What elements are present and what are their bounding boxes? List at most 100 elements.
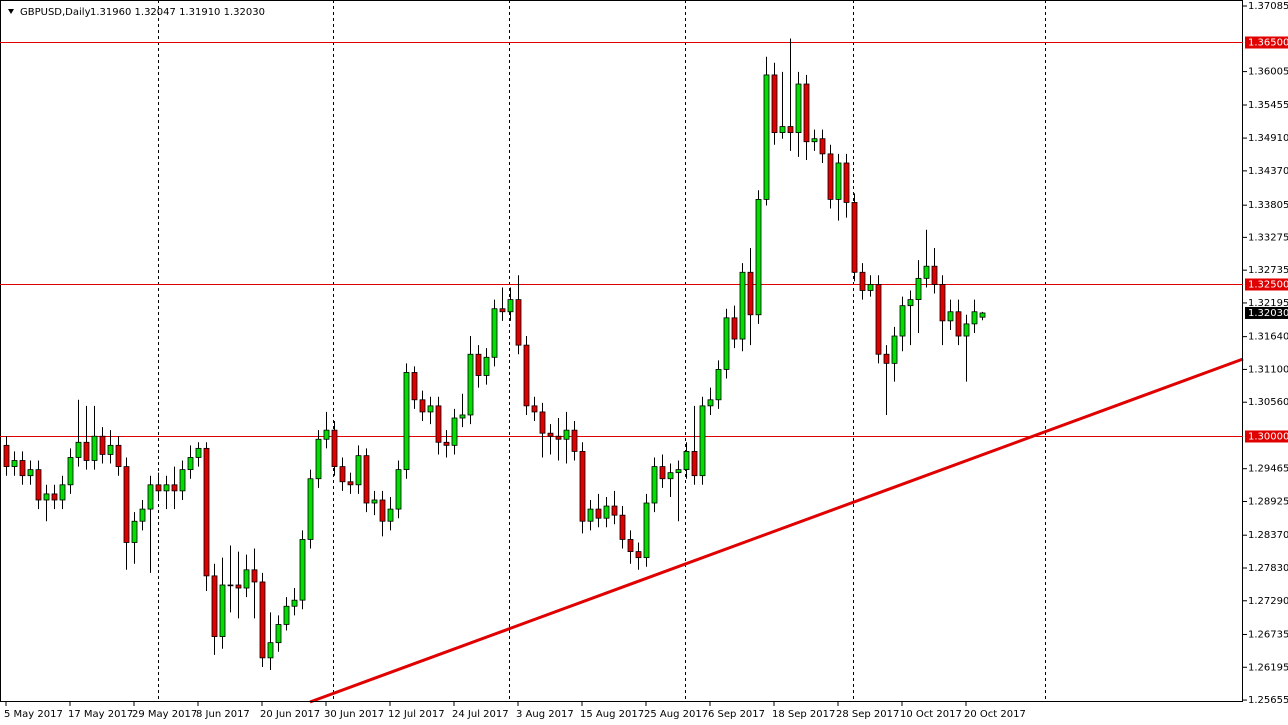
x-tick-label: 25 Aug 2017: [644, 709, 708, 720]
candle-body: [667, 472, 674, 480]
menu-arrow[interactable]: [8, 9, 14, 14]
candle-body: [459, 414, 466, 419]
candle-body: [163, 484, 170, 492]
x-tick-label: 30 Jun 2017: [324, 709, 384, 720]
candle-body: [579, 451, 586, 522]
candle-body: [403, 372, 410, 471]
candle-body: [819, 138, 826, 155]
trend-line: [309, 357, 1244, 704]
candle-body: [451, 417, 458, 446]
x-tick-label: 3 Aug 2017: [516, 709, 574, 720]
y-tick-label: 1.27290: [1248, 596, 1288, 607]
level-label-box: [1245, 36, 1288, 49]
candle-body: [531, 405, 538, 413]
plot-border: [0, 0, 1243, 702]
current-price-box: [1245, 306, 1288, 319]
candle-body: [515, 299, 522, 346]
candle-body: [27, 469, 34, 477]
candle-body: [363, 455, 370, 504]
candle-body: [787, 126, 794, 134]
candle-body: [275, 624, 282, 644]
candle-body: [955, 311, 962, 337]
candle-body: [19, 460, 26, 477]
candle-body: [851, 202, 858, 273]
candle-body: [131, 520, 138, 543]
candle-body: [387, 508, 394, 522]
candle-body: [915, 277, 922, 300]
candle-body: [331, 429, 338, 467]
candle-body: [355, 455, 362, 486]
candle-body: [651, 466, 658, 504]
candle-body: [971, 311, 978, 325]
candle-body: [427, 405, 434, 413]
symbol: GBPUSD,Daily: [20, 7, 91, 18]
candle-body: [723, 317, 730, 370]
x-tick-label: 6 Sep 2017: [708, 709, 765, 720]
candle-body: [843, 162, 850, 203]
candle-body: [419, 399, 426, 413]
candle-body: [595, 508, 602, 519]
candle-body: [307, 478, 314, 540]
candle-body: [139, 508, 146, 522]
level-label: 1.36500: [1248, 38, 1288, 49]
candle-body: [347, 481, 354, 486]
x-tick-label: 20 Oct 2017: [964, 709, 1026, 720]
candle-body: [323, 429, 330, 440]
y-tick-label: 1.26735: [1248, 629, 1288, 640]
candle-body: [499, 308, 506, 313]
y-tick-label: 1.34370: [1248, 166, 1288, 177]
candle-body: [259, 581, 266, 659]
y-tick-label: 1.35455: [1248, 100, 1288, 111]
candle-body: [707, 399, 714, 407]
period-separators: [158, 0, 1046, 702]
candle-body: [59, 484, 66, 501]
level-label: 1.32500: [1248, 280, 1288, 291]
x-tick-label: 17 May 2017: [68, 709, 133, 720]
candle-body: [219, 584, 226, 638]
candle-body: [571, 429, 578, 452]
y-tick-label: 1.28925: [1248, 496, 1288, 507]
y-tick-label: 1.27830: [1248, 563, 1288, 574]
candle-body: [107, 444, 114, 455]
candle-body: [555, 435, 562, 440]
candle-body: [491, 308, 498, 358]
candle-body: [675, 469, 682, 474]
candle-body: [315, 438, 322, 480]
x-tick-label: 15 Aug 2017: [580, 709, 644, 720]
candle-body: [827, 153, 834, 200]
x-tick-label: 12 Jul 2017: [388, 709, 445, 720]
candle-body: [75, 441, 82, 458]
y-tick-label: 1.37085: [1248, 1, 1288, 12]
candle-body: [211, 575, 218, 638]
candle-body: [771, 74, 778, 134]
x-tick-label: 18 Sep 2017: [772, 709, 835, 720]
candle-body: [83, 441, 90, 461]
candle-body: [619, 514, 626, 540]
current-price-label: 1.32030: [1248, 308, 1288, 319]
y-tick-label: 1.31100: [1248, 364, 1288, 375]
candle-body: [635, 551, 642, 559]
candle-body: [883, 353, 890, 364]
candle-body: [779, 126, 786, 134]
candle-body: [11, 460, 18, 467]
x-tick-label: 24 Jul 2017: [452, 709, 509, 720]
candle-body: [699, 405, 706, 477]
y-tick-label: 1.26195: [1248, 662, 1288, 673]
quote: 1.31960 1.32047 1.31910 1.32030: [90, 7, 265, 18]
y-tick-label: 1.30560: [1248, 397, 1288, 408]
candle-body: [155, 484, 162, 492]
candle-body: [251, 569, 258, 583]
candle-body: [115, 444, 122, 467]
candle-body: [379, 499, 386, 522]
candle-body: [147, 484, 154, 510]
candle-body: [91, 435, 98, 461]
candle-body: [227, 584, 234, 587]
candle-body: [3, 444, 10, 467]
y-tick-label: 1.33275: [1248, 232, 1288, 243]
candle-body: [611, 505, 618, 516]
candle-body: [659, 466, 666, 480]
candle-body: [99, 435, 106, 455]
candle-body: [947, 311, 954, 322]
